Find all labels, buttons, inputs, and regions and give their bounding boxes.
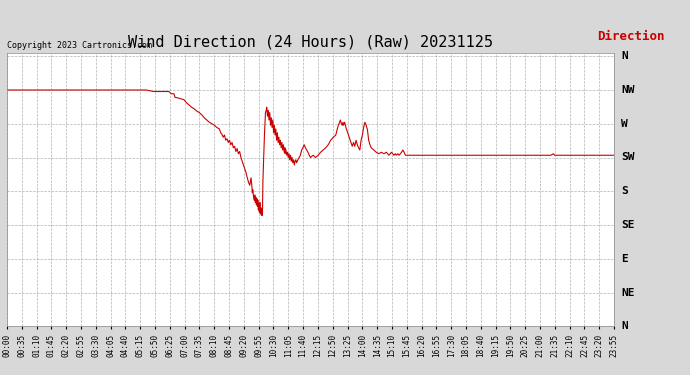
- Text: E: E: [621, 254, 628, 264]
- Text: Copyright 2023 Cartronics.com: Copyright 2023 Cartronics.com: [7, 41, 152, 50]
- Text: SE: SE: [621, 220, 635, 230]
- Text: NW: NW: [621, 85, 635, 95]
- Text: Direction: Direction: [598, 30, 665, 43]
- Text: S: S: [621, 186, 628, 196]
- Text: N: N: [621, 51, 628, 61]
- Title: Wind Direction (24 Hours) (Raw) 20231125: Wind Direction (24 Hours) (Raw) 20231125: [128, 35, 493, 50]
- Text: W: W: [621, 119, 628, 129]
- Text: SW: SW: [621, 153, 635, 162]
- Text: N: N: [621, 321, 628, 331]
- Text: NE: NE: [621, 288, 635, 297]
